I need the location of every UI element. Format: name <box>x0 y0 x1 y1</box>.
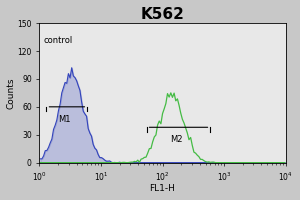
Y-axis label: Counts: Counts <box>7 77 16 109</box>
Text: control: control <box>43 36 73 45</box>
Text: M1: M1 <box>58 115 70 124</box>
X-axis label: FL1-H: FL1-H <box>150 184 175 193</box>
Text: M2: M2 <box>170 135 183 144</box>
Title: K562: K562 <box>141 7 184 22</box>
